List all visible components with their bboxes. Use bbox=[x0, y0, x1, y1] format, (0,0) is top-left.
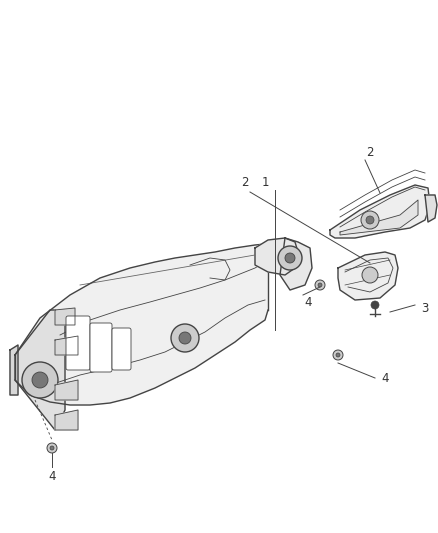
FancyBboxPatch shape bbox=[112, 328, 131, 370]
Circle shape bbox=[171, 324, 199, 352]
Polygon shape bbox=[10, 345, 18, 395]
Text: 4: 4 bbox=[304, 295, 312, 309]
Circle shape bbox=[47, 443, 57, 453]
Text: 1: 1 bbox=[261, 175, 269, 189]
Circle shape bbox=[179, 332, 191, 344]
Circle shape bbox=[278, 246, 302, 270]
Circle shape bbox=[366, 216, 374, 224]
Circle shape bbox=[333, 350, 343, 360]
FancyBboxPatch shape bbox=[66, 316, 90, 370]
Circle shape bbox=[371, 301, 379, 309]
Circle shape bbox=[336, 353, 340, 357]
Text: 3: 3 bbox=[421, 302, 429, 314]
Polygon shape bbox=[55, 380, 78, 400]
Circle shape bbox=[285, 253, 295, 263]
Polygon shape bbox=[55, 410, 78, 430]
Circle shape bbox=[362, 267, 378, 283]
Circle shape bbox=[50, 446, 54, 450]
Polygon shape bbox=[338, 252, 398, 300]
Text: 2: 2 bbox=[366, 146, 374, 158]
Polygon shape bbox=[340, 200, 418, 235]
Circle shape bbox=[22, 362, 58, 398]
Circle shape bbox=[318, 283, 322, 287]
Polygon shape bbox=[280, 238, 312, 290]
Polygon shape bbox=[55, 308, 75, 325]
Polygon shape bbox=[425, 195, 437, 222]
Text: 4: 4 bbox=[48, 470, 56, 482]
Polygon shape bbox=[15, 310, 65, 430]
Circle shape bbox=[32, 372, 48, 388]
FancyBboxPatch shape bbox=[90, 323, 112, 372]
Polygon shape bbox=[330, 185, 430, 238]
Polygon shape bbox=[15, 244, 268, 405]
Text: 2: 2 bbox=[241, 176, 249, 190]
Polygon shape bbox=[55, 336, 78, 355]
Circle shape bbox=[361, 211, 379, 229]
Circle shape bbox=[315, 280, 325, 290]
Text: 4: 4 bbox=[381, 372, 389, 384]
Polygon shape bbox=[255, 238, 298, 275]
